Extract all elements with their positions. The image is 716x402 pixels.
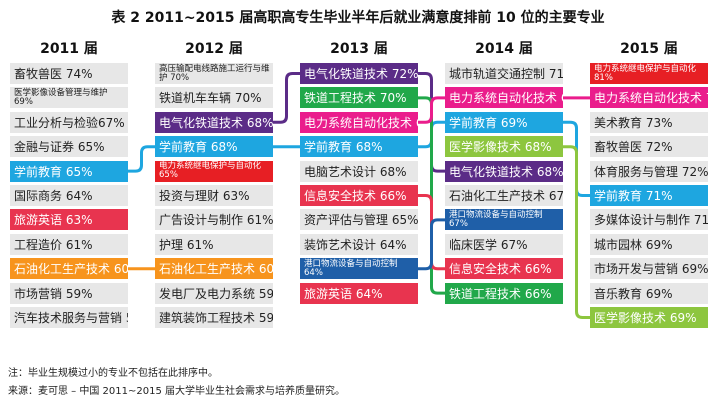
major-cell: 汽车技术服务与营销 59% [10, 307, 128, 328]
major-cell: 铁道工程技术 66% [445, 282, 563, 304]
major-cell: 高压输配电线路施工运行与维护 70% [155, 63, 273, 84]
major-cell: 投资与理财 63% [155, 185, 273, 206]
major-cell: 电气化铁道技术 68% [445, 160, 563, 182]
major-cell: 学前教育 68% [155, 136, 273, 158]
major-cell: 畜牧兽医 74% [10, 63, 128, 84]
footnote: 注：毕业生规模过小的专业不包括在此排序中。 [8, 368, 218, 379]
major-cell: 资产评估与管理 65% [300, 209, 418, 231]
connector-line [418, 218, 445, 271]
major-cell: 国际商务 64% [10, 185, 128, 206]
connector-line [563, 120, 590, 197]
connector-line [418, 96, 445, 124]
major-cell: 医学影像设备管理与维护 69% [10, 87, 128, 109]
major-cell: 工业分析与检验67% [10, 111, 128, 133]
major-cell: 港口物流设备与自动控制 67% [445, 209, 563, 231]
major-cell: 港口物流设备与自动控制 64% [300, 258, 418, 280]
connector-line [273, 72, 300, 124]
connector-line [418, 72, 445, 173]
major-cell: 信息安全技术 66% [445, 258, 563, 280]
major-cell: 电力系统自动化技术 69% [445, 87, 563, 109]
year-header-2: 2013 届 [330, 41, 388, 57]
major-cell: 铁道工程技术 70% [300, 87, 418, 109]
major-cell: 电力系统继电保护与自动化 81% [590, 63, 708, 84]
major-cell: 广告设计与制作 61% [155, 209, 273, 231]
major-cell: 医学影像技术 68% [445, 136, 563, 158]
major-cell: 电力系统继电保护与自动化 65% [155, 160, 273, 182]
major-cell: 学前教育 71% [590, 185, 708, 206]
connector-line [418, 120, 445, 149]
major-cell: 市场开发与营销 69% [590, 258, 708, 280]
major-cell: 建筑装饰工程技术 59% [155, 307, 273, 328]
major-cell: 多媒体设计与制作 71% [590, 209, 708, 231]
major-cell: 铁道机车车辆 70% [155, 87, 273, 109]
major-cell: 电气化铁道技术 72% [300, 63, 418, 84]
major-cell: 旅游英语 64% [300, 282, 418, 304]
major-cell: 金融与证券 65% [10, 136, 128, 158]
major-cell: 旅游英语 63% [10, 209, 128, 231]
major-cell: 城市园林 69% [590, 233, 708, 255]
year-header-3: 2014 届 [475, 41, 533, 57]
major-cell: 城市轨道交通控制 71% [445, 63, 563, 84]
table-title: 表 2 2011~2015 届高职高专生毕业半年后就业满意度排前 10 位的主要… [111, 10, 605, 26]
major-cell: 学前教育 69% [445, 111, 563, 133]
major-cell: 石油化工生产技术 60% [155, 258, 273, 280]
connector-line [128, 145, 155, 173]
major-cell: 音乐教育 69% [590, 282, 708, 304]
major-cell: 临床医学 67% [445, 233, 563, 255]
major-cell: 电力系统自动化技术 69% [300, 111, 418, 133]
major-cell: 畜牧兽医 72% [590, 136, 708, 158]
major-cell: 学前教育 65% [10, 160, 128, 182]
year-header-0: 2011 届 [40, 41, 98, 57]
major-cell: 工程造价 61% [10, 233, 128, 255]
year-header-4: 2015 届 [620, 41, 678, 57]
major-cell: 电脑艺术设计 68% [300, 160, 418, 182]
major-cell: 市场营销 59% [10, 282, 128, 304]
year-header-1: 2012 届 [185, 41, 243, 57]
major-cell: 学前教育 68% [300, 136, 418, 158]
connector-line [418, 96, 445, 295]
major-cell: 体育服务与管理 72% [590, 160, 708, 182]
major-cell: 美术教育 73% [590, 111, 708, 133]
major-cell: 护理 61% [155, 233, 273, 255]
major-cell: 装饰艺术设计 64% [300, 233, 418, 255]
major-cell: 电力系统自动化技术 79% [590, 87, 708, 109]
major-cell: 发电厂及电力系统 59% [155, 282, 273, 304]
major-cell: 石油化工生产技术 67% [445, 185, 563, 206]
connector-line [563, 145, 590, 319]
major-cell: 石油化工生产技术 60% [10, 258, 128, 280]
major-cell: 医学影像技术 69% [590, 307, 708, 328]
major-cell: 信息安全技术 66% [300, 185, 418, 206]
source-note: 来源：麦可思 – 中国 2011~2015 届大学毕业生社会需求与培养质量研究。 [8, 386, 345, 397]
connector-line [418, 194, 445, 271]
major-cell: 电气化铁道技术 68% [155, 111, 273, 133]
